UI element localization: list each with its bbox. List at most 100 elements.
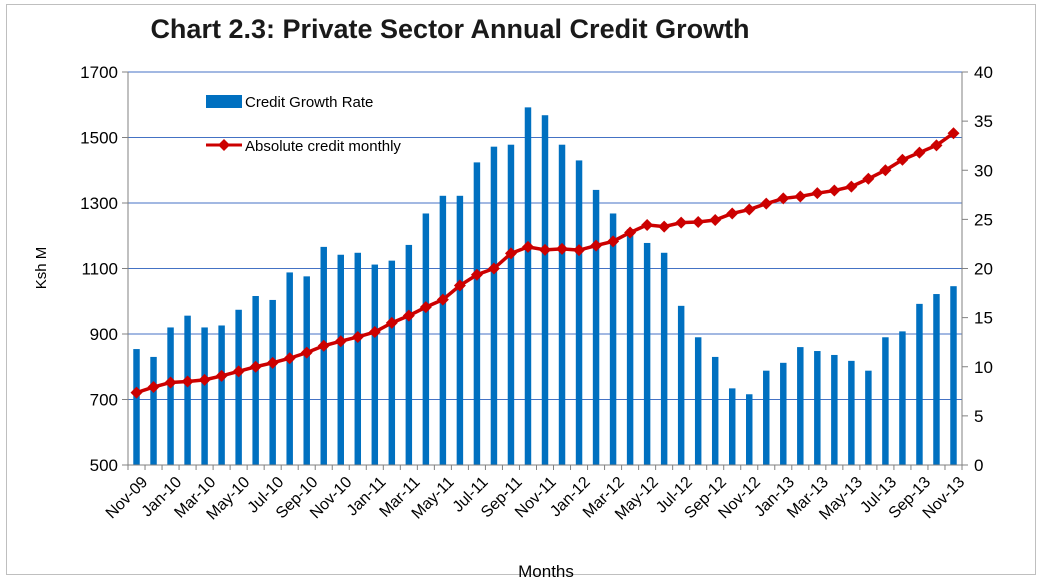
y-right-tick-label: 10 xyxy=(974,358,993,377)
line-marker xyxy=(181,375,194,388)
legend: Credit Growth Rate Absolute credit month… xyxy=(206,94,401,155)
legend-label-credit-growth-rate: Credit Growth Rate xyxy=(245,94,373,111)
line-marker xyxy=(930,139,943,152)
bar xyxy=(746,394,753,465)
line-marker xyxy=(573,244,586,257)
line-marker xyxy=(317,339,330,352)
bar xyxy=(916,303,923,465)
bar xyxy=(780,362,787,465)
line-marker xyxy=(521,240,534,253)
line-marker xyxy=(692,215,705,228)
y-axis-label: Ksh M xyxy=(33,247,50,290)
line-marker xyxy=(300,346,313,359)
y-right-tick-label: 20 xyxy=(974,260,993,279)
bar xyxy=(218,325,225,465)
bar xyxy=(371,264,379,465)
line-marker xyxy=(743,203,756,216)
bar xyxy=(711,356,719,465)
line-marker xyxy=(283,352,296,365)
line-marker xyxy=(879,164,892,177)
y-tick-label: 900 xyxy=(90,325,118,344)
line-marker xyxy=(709,214,722,227)
line-marker xyxy=(266,356,279,369)
bar xyxy=(286,272,293,465)
line-series-absolute-credit xyxy=(130,127,960,399)
line-marker xyxy=(487,262,500,275)
legend-label-absolute-credit: Absolute credit monthly xyxy=(245,138,401,155)
bar xyxy=(831,354,838,465)
line-marker xyxy=(913,146,926,159)
legend-marker-absolute-credit xyxy=(218,139,230,151)
line-marker xyxy=(368,326,381,339)
line-marker xyxy=(828,184,841,197)
chart-title: Chart 2.3: Private Sector Annual Credit … xyxy=(150,14,750,44)
line-marker xyxy=(794,190,807,203)
y-right-tick-label: 15 xyxy=(974,309,993,328)
y-right-tick-label: 35 xyxy=(974,112,993,131)
y-tick-label: 1300 xyxy=(80,194,118,213)
line-marker xyxy=(164,376,177,389)
bar xyxy=(422,213,430,465)
line-marker xyxy=(675,216,688,229)
line-marker xyxy=(862,172,875,185)
line-marker xyxy=(658,220,671,233)
axes: 500 700 900 1100 1300 1500 1700 0 5 10 15 20 25 30 35 4… xyxy=(80,63,993,523)
line-marker xyxy=(215,369,228,382)
bar xyxy=(797,347,804,465)
bar xyxy=(592,189,600,465)
line-marker xyxy=(811,187,824,200)
y-tick-label: 1500 xyxy=(80,129,118,148)
line-marker xyxy=(896,153,909,166)
line-marker xyxy=(607,235,620,248)
bar xyxy=(388,260,396,465)
bar xyxy=(899,331,906,465)
bar xyxy=(456,195,464,466)
bar xyxy=(728,388,736,465)
line-marker xyxy=(726,207,739,220)
bar xyxy=(184,315,191,465)
y-right-tick-label: 0 xyxy=(974,456,983,475)
y-right-tick-label: 30 xyxy=(974,161,993,180)
y-tick-label: 700 xyxy=(90,391,118,410)
line-marker xyxy=(641,218,654,231)
bar xyxy=(252,296,259,465)
bar xyxy=(848,360,855,465)
bar xyxy=(269,299,276,465)
line-marker xyxy=(436,293,449,306)
bar xyxy=(677,305,685,465)
bar xyxy=(660,252,668,465)
legend-swatch-credit-growth-rate xyxy=(206,95,242,108)
bar xyxy=(133,349,140,465)
bar xyxy=(320,246,327,465)
bar xyxy=(167,327,174,465)
bar xyxy=(507,144,515,465)
line-marker xyxy=(539,243,551,256)
y-right-tick-label: 40 xyxy=(974,63,993,82)
bar xyxy=(439,195,447,466)
bar xyxy=(473,162,481,465)
bar xyxy=(558,144,566,465)
line-marker xyxy=(777,192,790,205)
bar xyxy=(933,294,940,465)
line-marker xyxy=(402,309,415,322)
line-marker xyxy=(470,268,483,281)
bar xyxy=(814,351,821,465)
bar-series-credit-growth-rate xyxy=(133,107,957,466)
bar xyxy=(303,276,310,465)
y-tick-label: 1100 xyxy=(81,260,118,279)
line-marker xyxy=(419,301,432,314)
chart-frame xyxy=(6,4,1036,575)
bar xyxy=(354,252,362,465)
line-marker xyxy=(334,335,347,348)
y-right-tick-label: 5 xyxy=(974,407,983,426)
bar xyxy=(865,370,872,465)
bar xyxy=(541,115,549,465)
bar xyxy=(235,309,242,465)
line-marker xyxy=(130,386,143,399)
line-marker xyxy=(504,247,517,260)
bar xyxy=(150,356,157,465)
line-marker xyxy=(453,279,466,292)
bar xyxy=(626,229,634,465)
y-tick-label: 500 xyxy=(90,456,118,475)
